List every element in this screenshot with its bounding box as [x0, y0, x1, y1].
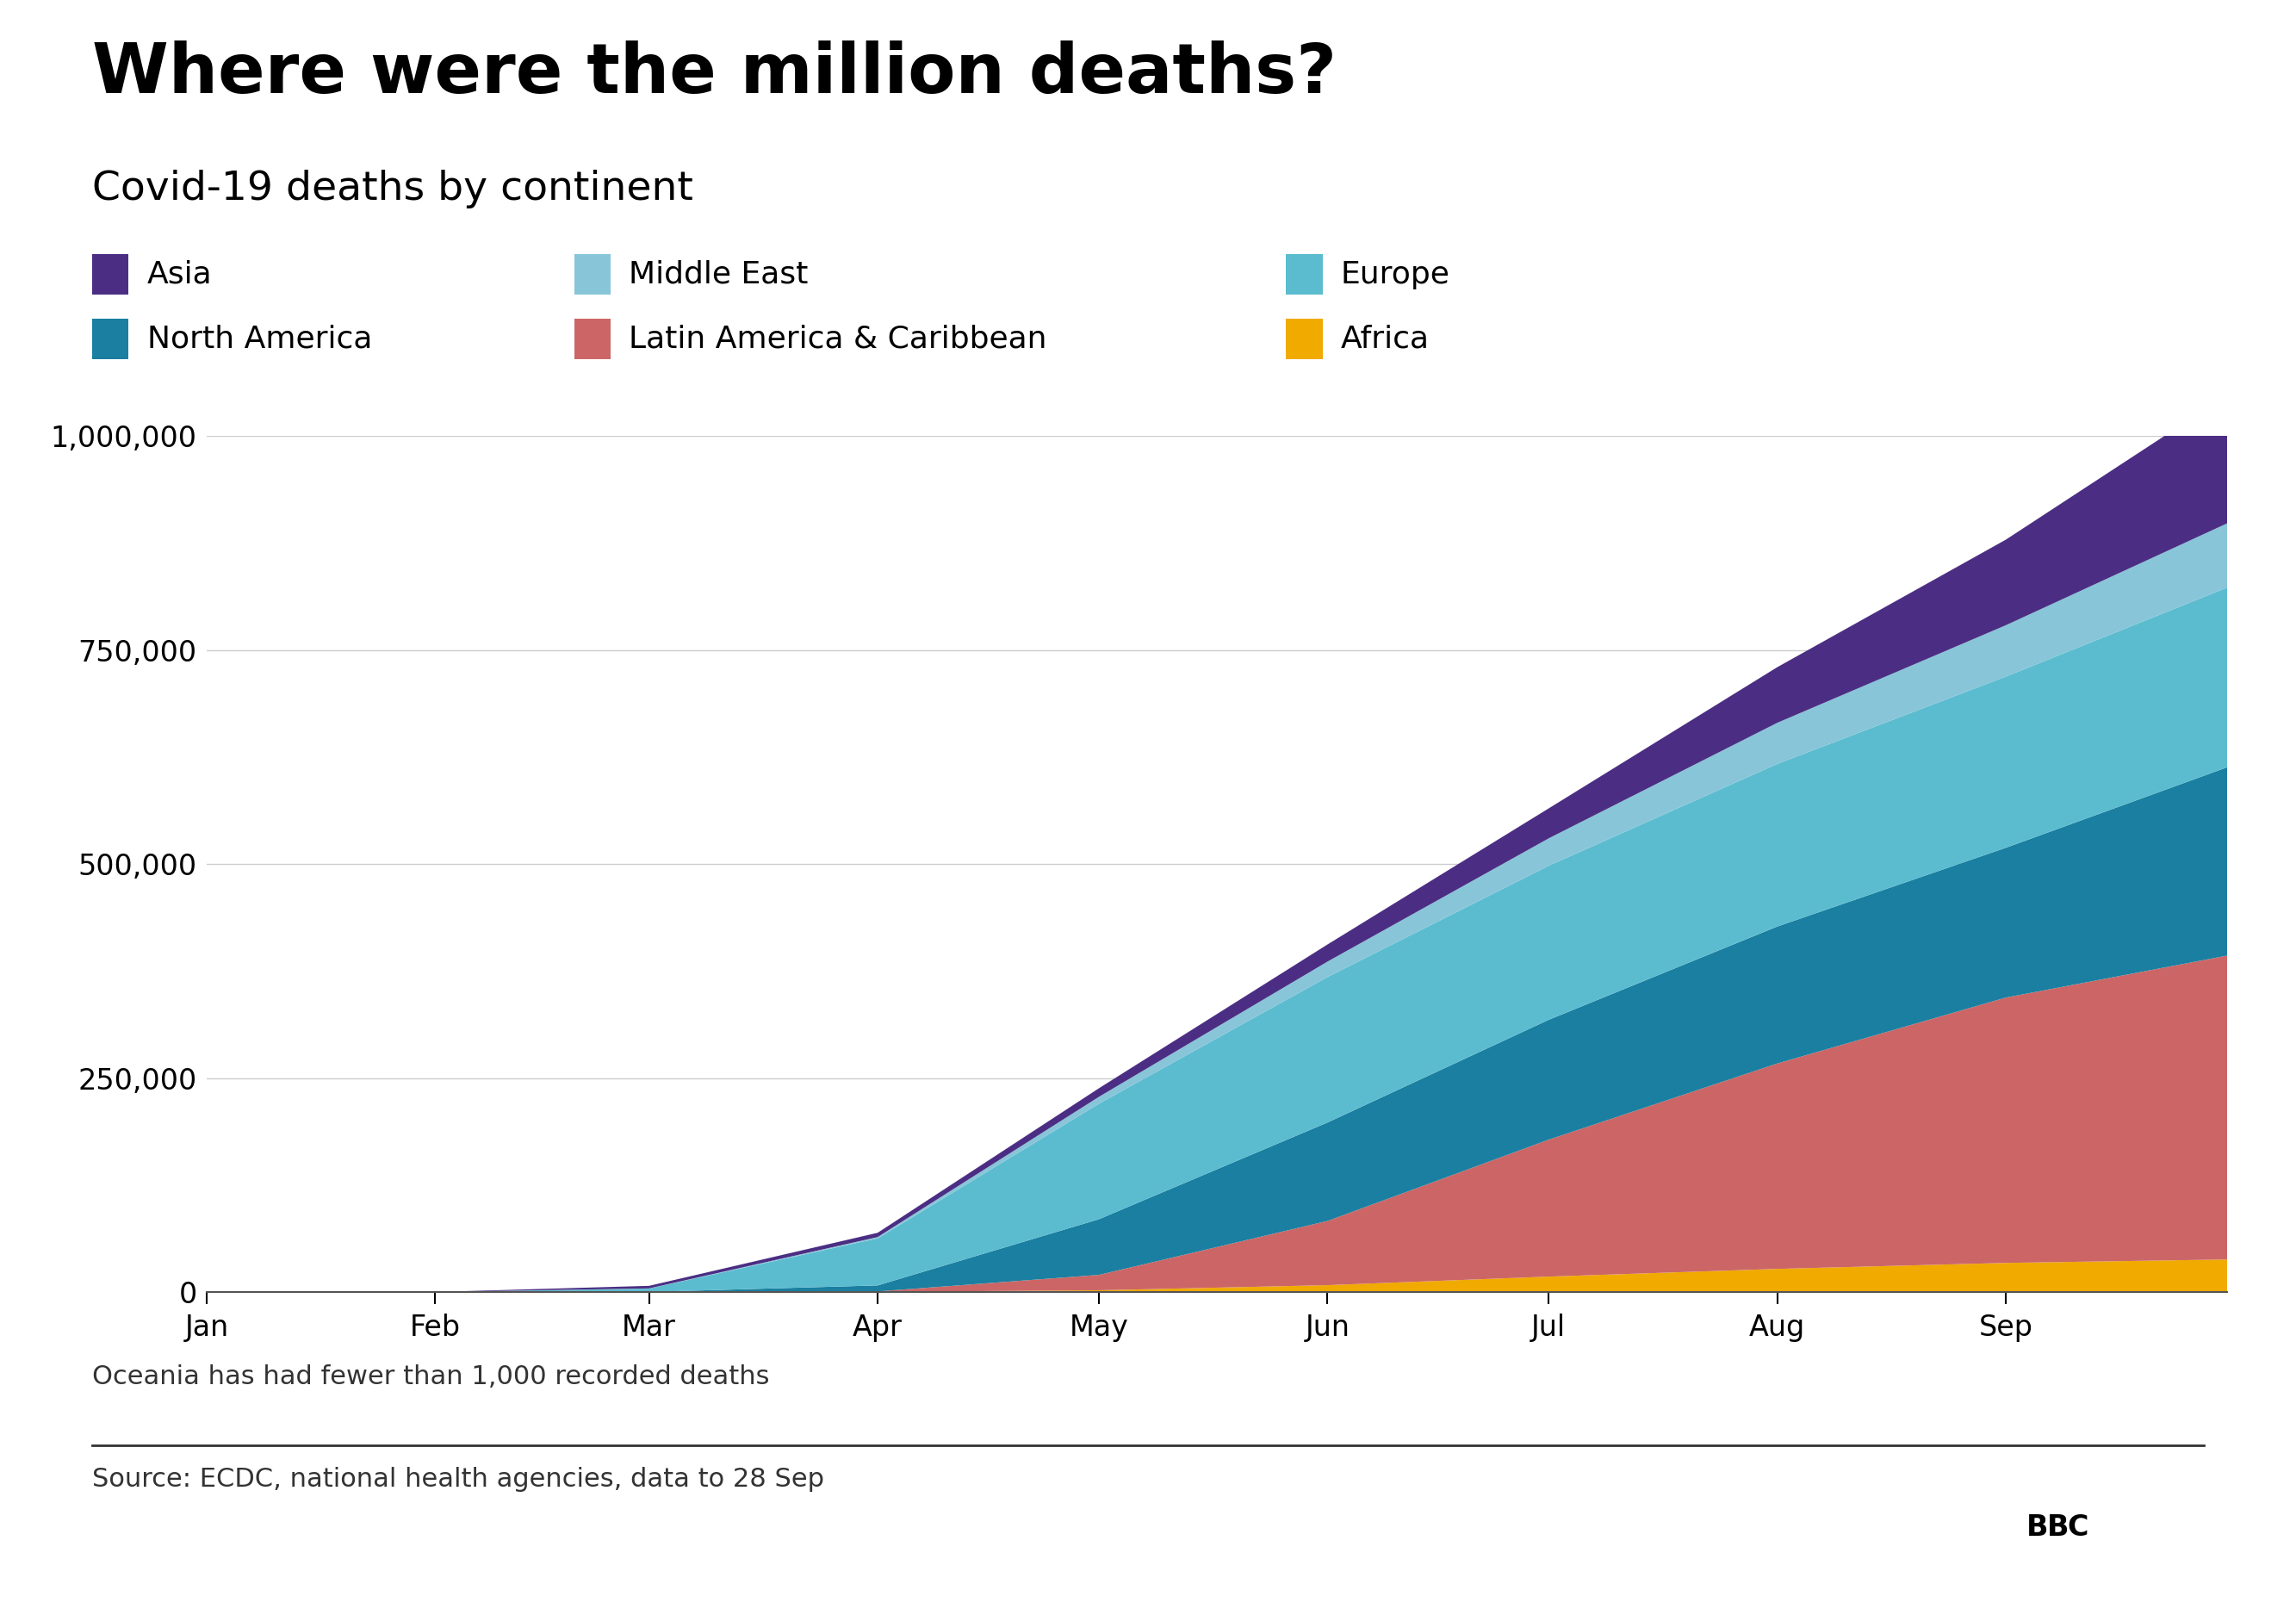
FancyBboxPatch shape — [2069, 1476, 2087, 1579]
Text: Africa: Africa — [1341, 325, 1430, 354]
Text: B: B — [2027, 1513, 2048, 1542]
Text: North America: North America — [147, 325, 372, 354]
FancyBboxPatch shape — [2050, 1476, 2066, 1579]
Text: Where were the million deaths?: Where were the million deaths? — [92, 40, 1336, 108]
Text: Oceania has had fewer than 1,000 recorded deaths: Oceania has had fewer than 1,000 recorde… — [92, 1365, 769, 1389]
Text: Asia: Asia — [147, 260, 211, 289]
Text: Source: ECDC, national health agencies, data to 28 Sep: Source: ECDC, national health agencies, … — [92, 1466, 824, 1491]
Text: Europe: Europe — [1341, 260, 1451, 289]
Text: Middle East: Middle East — [629, 260, 808, 289]
FancyBboxPatch shape — [2030, 1476, 2046, 1579]
Text: Latin America & Caribbean: Latin America & Caribbean — [629, 325, 1047, 354]
Text: C: C — [2066, 1513, 2089, 1542]
Text: Covid-19 deaths by continent: Covid-19 deaths by continent — [92, 170, 693, 208]
Text: B: B — [2046, 1513, 2069, 1542]
